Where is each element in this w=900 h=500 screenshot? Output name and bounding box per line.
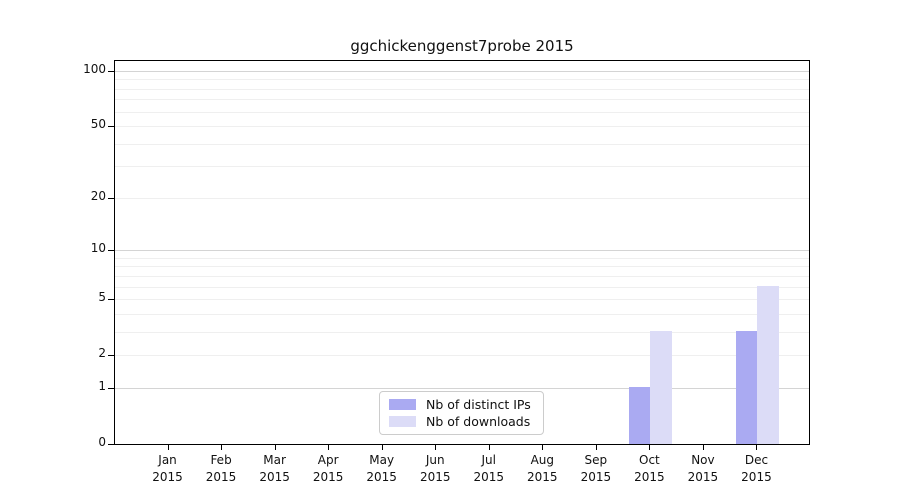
x-tick [167,444,169,450]
x-tick [274,444,276,450]
legend-label-distinct-ips: Nb of distinct IPs [426,397,531,412]
x-tick-year: 2015 [205,470,237,484]
x-tick-label: Dec 2015 [728,452,784,486]
y-tick [108,126,114,128]
x-tick [488,444,490,450]
y-grid-minor [115,88,809,90]
x-tick [702,444,704,450]
x-tick-label: Jul 2015 [461,452,517,486]
bar-distinct-ips [736,330,758,444]
x-tick-month: Nov [691,453,715,467]
x-tick-label: Jun 2015 [407,452,463,486]
x-tick-month: Dec [744,453,769,467]
x-tick [542,444,544,450]
y-tick-label: 5 [98,290,106,305]
y-grid-major [115,70,809,72]
legend-swatch-distinct-ips [389,399,416,410]
legend-label-downloads: Nb of downloads [426,414,531,429]
y-tick-label: 100 [83,61,106,76]
x-tick-year: 2015 [259,470,290,484]
bar-downloads [650,330,672,444]
y-grid-major [115,250,809,252]
legend-item-downloads: Nb of downloads [389,414,534,429]
x-tick-year: 2015 [419,470,451,484]
y-grid-minor [115,299,809,301]
y-tick [108,299,114,301]
x-tick [649,444,651,450]
x-tick [381,444,383,450]
x-tick-month: Aug [530,453,555,467]
x-tick-year: 2015 [527,470,558,484]
y-tick-label: 2 [98,346,106,361]
x-tick-year: 2015 [473,470,505,484]
legend-swatch-downloads [389,416,416,427]
y-tick [108,70,114,72]
x-tick-month: Feb [210,453,232,467]
y-tick-label: 1 [98,378,106,393]
y-grid-minor [115,126,809,128]
x-tick-month: Mar [263,453,286,467]
y-grid-minor [115,111,809,113]
x-tick-month: Apr [317,453,339,467]
x-tick-label: Oct 2015 [621,452,677,486]
y-grid-minor [115,355,809,357]
x-tick-year: 2015 [687,470,719,484]
x-tick-label: May 2015 [354,452,410,486]
x-tick [221,444,223,450]
x-tick-year: 2015 [634,470,665,484]
x-tick-label: Sep 2015 [568,452,624,486]
x-tick-label: Feb 2015 [193,452,249,486]
chart-title: ggchickenggenst7probe 2015 [350,37,574,55]
y-grid-minor [115,266,809,268]
x-tick-month: Sep [584,453,608,467]
x-tick [756,444,758,450]
x-tick-year: 2015 [741,470,772,484]
x-tick-month: Jul [481,453,496,467]
x-tick-year: 2015 [366,470,397,484]
y-grid-minor [115,257,809,259]
x-tick-year: 2015 [580,470,612,484]
x-tick-month: Jun [425,453,445,467]
x-tick-month: Oct [639,453,660,467]
y-grid-minor [115,313,809,315]
y-grid-minor [115,166,809,168]
y-tick [108,444,114,445]
y-grid-minor [115,143,809,145]
x-tick-label: Mar 2015 [247,452,303,486]
legend-item-distinct-ips: Nb of distinct IPs [389,397,534,412]
x-tick-month: May [369,453,395,467]
x-tick-year: 2015 [312,470,344,484]
x-tick-month: Jan [158,453,177,467]
y-grid-minor [115,79,809,81]
y-grid-minor [115,331,809,333]
legend: Nb of distinct IPs Nb of downloads [379,391,544,435]
x-tick-label: Jan 2015 [140,452,196,486]
y-tick-label: 0 [98,435,106,449]
y-tick-label: 10 [90,241,106,256]
y-grid-minor [115,275,809,277]
y-grid-minor [115,99,809,101]
x-tick [328,444,330,450]
x-tick-label: Aug 2015 [514,452,570,486]
y-tick-label: 50 [90,117,106,132]
x-tick-year: 2015 [152,470,183,484]
y-tick [108,387,114,389]
y-tick [108,355,114,357]
y-tick [108,250,114,252]
x-tick-label: Apr 2015 [300,452,356,486]
y-grid-minor [115,286,809,288]
y-grid-major [115,387,809,389]
y-tick [108,197,114,199]
x-tick [435,444,437,450]
x-tick [595,444,597,450]
bar-downloads [757,285,779,444]
plot-area: Nb of distinct IPs Nb of downloads [108,60,810,445]
y-grid-minor [115,197,809,199]
x-tick-label: Nov 2015 [675,452,731,486]
bar-distinct-ips [628,386,651,444]
y-tick-label: 20 [90,188,106,203]
